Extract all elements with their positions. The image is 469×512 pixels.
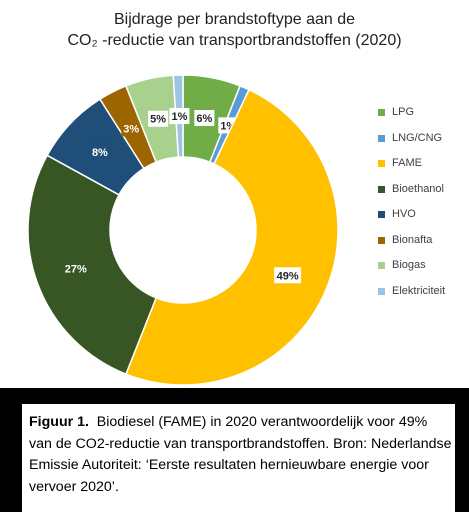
chart-title: Bijdrage per brandstoftype aan de CO₂ -r… xyxy=(0,9,469,51)
data-label-box xyxy=(89,143,110,160)
legend-label: Elektriciteit xyxy=(392,284,446,297)
legend-swatch xyxy=(378,262,385,269)
legend-swatch xyxy=(378,109,385,116)
legend-label: FAME xyxy=(392,157,422,169)
data-label: 6% xyxy=(196,113,212,125)
donut-slice-fame xyxy=(124,88,339,386)
legend-label: Bionafta xyxy=(392,233,433,246)
chart-title-line-2: CO₂ -reductie van transportbrandstoffen … xyxy=(67,32,402,49)
data-label: 8% xyxy=(92,147,108,159)
data-label-box xyxy=(274,267,302,284)
caption-box: Figuur 1. Biodiesel (FAME) in 2020 veran… xyxy=(22,404,455,512)
data-label-box xyxy=(194,110,215,127)
legend-swatch xyxy=(378,287,385,295)
figure-label: Figuur 1. xyxy=(29,414,89,430)
data-label-box xyxy=(148,110,169,127)
legend-swatch xyxy=(378,160,385,167)
donut-slice-bioethanol xyxy=(27,154,158,376)
donut-chart: 6%1%49%27%8%3%5% 1% xyxy=(27,74,339,386)
data-label: 3% xyxy=(123,123,139,135)
legend-swatch xyxy=(378,134,385,142)
chart-panel: Bijdrage per brandstoftype aan de CO₂ -r… xyxy=(0,0,469,388)
legend-swatch xyxy=(378,236,385,244)
legend-label: LPG xyxy=(392,106,415,118)
data-label-box xyxy=(169,108,190,125)
data-label-box xyxy=(121,120,142,137)
legend-swatch xyxy=(378,185,385,193)
chart-title-line-1: Bijdrage per brandstoftype aan de xyxy=(113,11,356,28)
legend-label: Bioethanol xyxy=(392,182,444,195)
legend-label: LNG/CNG xyxy=(392,131,443,144)
data-label: 49% xyxy=(277,270,299,282)
figure-caption: Figuur 1. Biodiesel (FAME) in 2020 veran… xyxy=(29,412,453,498)
data-label: 1% xyxy=(171,111,187,123)
legend-label: Biogas xyxy=(392,259,426,271)
legend-label: HVO xyxy=(392,208,416,220)
data-label-box xyxy=(62,260,90,277)
data-label: 27% xyxy=(65,264,87,276)
data-label: 5% xyxy=(150,114,166,126)
caption-text: Biodiesel (FAME) in 2020 verantwoordelij… xyxy=(29,414,452,495)
legend-swatch xyxy=(378,211,385,218)
